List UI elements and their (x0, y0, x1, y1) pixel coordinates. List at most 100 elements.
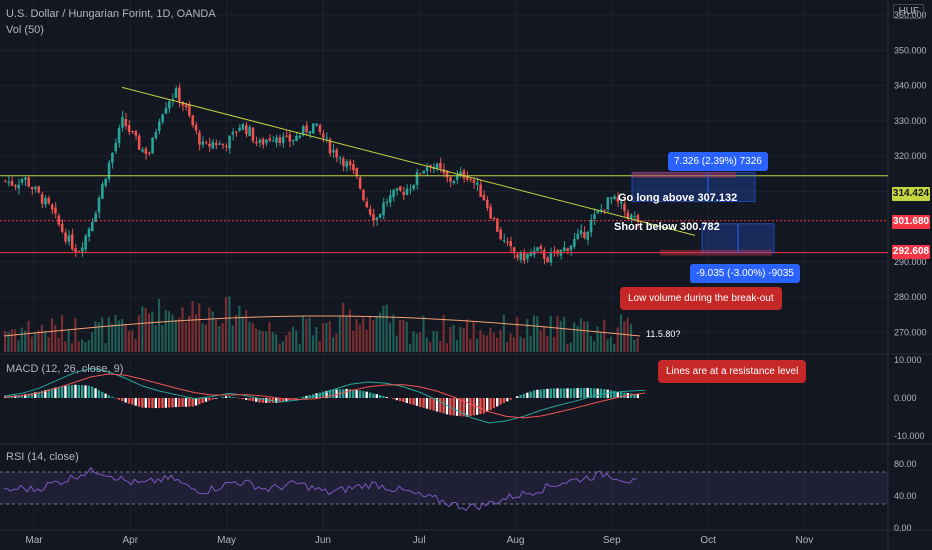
candle-body (40, 194, 44, 204)
volume-bar (40, 324, 43, 352)
candle-body (161, 114, 164, 123)
time-tick-label: Sep (603, 535, 621, 546)
symbol-legend[interactable]: U.S. Dollar / Hungarian Forint, 1D, OAND… (6, 8, 216, 20)
volume-bar (348, 309, 351, 352)
volume-bar (486, 335, 489, 352)
candle-body (245, 125, 248, 135)
macd-histogram-bar (526, 392, 529, 398)
candle-body (439, 162, 442, 169)
candle-body (392, 189, 395, 198)
macd-histogram-bar (358, 390, 362, 398)
macd-histogram-bar (74, 384, 77, 398)
volume-bar (465, 319, 469, 352)
macd-legend[interactable]: MACD (12, 26, close, 9) (6, 363, 124, 375)
volume-bar (335, 333, 338, 352)
candle-body (208, 143, 211, 147)
long-target-band (632, 171, 736, 178)
macd-histogram-bar (91, 386, 94, 398)
volume-bar (208, 307, 211, 352)
candle-body (234, 131, 238, 133)
short-target-band (660, 249, 772, 256)
candle-body (94, 213, 97, 222)
candle-body (117, 127, 121, 144)
candle-body (91, 221, 94, 231)
macd-histogram-bar (208, 398, 211, 401)
candle-body (489, 206, 492, 219)
macd-histogram-bar (20, 394, 24, 398)
candle-body (261, 138, 265, 145)
macd-histogram-bar (529, 391, 532, 398)
short-annotation[interactable]: Short below 300.782 (614, 221, 720, 233)
volume-bar (278, 343, 281, 352)
macd-callout[interactable]: Lines are at a resistance level (658, 360, 807, 383)
volume-bar (459, 327, 462, 352)
currency-badge[interactable]: HUF (893, 4, 924, 19)
macd-histogram-bar (37, 391, 40, 398)
macd-histogram-bar (579, 388, 583, 398)
rsi-band (0, 472, 888, 504)
rsi-tick-label: 0.00 (894, 523, 912, 533)
macd-histogram-bar (117, 398, 121, 400)
volume-bar (345, 315, 348, 352)
candle-body (519, 252, 523, 260)
candle-body (24, 177, 27, 180)
candle-body (365, 201, 369, 208)
volume-bar (34, 331, 37, 352)
candle-body (224, 145, 228, 148)
macd-histogram-bar (134, 398, 137, 406)
volume-bar (124, 324, 127, 352)
macd-histogram-bar (27, 393, 30, 398)
macd-line (3, 367, 646, 424)
long-range-label[interactable]: 7.326 (2.39%) 7326 (668, 152, 768, 171)
volume-bar (67, 329, 70, 352)
volume-bar (30, 336, 33, 352)
macd-histogram-bar (285, 398, 288, 401)
volume-bar (20, 327, 23, 352)
candle-body (178, 87, 181, 102)
macd-histogram-bar (522, 393, 526, 398)
volume-callout[interactable]: Low volume during the break-out (620, 287, 782, 310)
macd-histogram-bar (30, 392, 34, 398)
volume-series (3, 296, 641, 352)
candle-body (492, 218, 496, 220)
candle-body (80, 247, 84, 252)
candle-body (342, 158, 345, 167)
candle-body (124, 118, 128, 127)
volume-bar (375, 316, 378, 352)
volume-bar (516, 316, 519, 352)
candle-body (70, 234, 74, 250)
volume-bar (84, 342, 87, 352)
time-tick-label: Apr (123, 535, 139, 546)
short-range-label[interactable]: -9.035 (-3.00%) -9035 (690, 264, 800, 283)
macd-histogram-bar (435, 398, 439, 412)
candle-body (57, 215, 61, 225)
macd-histogram-bar (80, 385, 84, 398)
candle-body (586, 231, 589, 240)
volume-legend[interactable]: Vol (50) (6, 24, 44, 36)
candle-body (536, 247, 539, 252)
macd-histogram-bar (486, 398, 489, 412)
volume-bar (275, 334, 278, 352)
macd-histogram-bar (34, 392, 37, 398)
candle-body (295, 135, 298, 141)
price-tick-label: 340.000 (894, 81, 927, 91)
candle-body (211, 141, 215, 149)
long-annotation[interactable]: Go long above 307.132 (618, 192, 738, 204)
candle-body (288, 134, 292, 142)
volume-bar (449, 326, 452, 352)
volume-bar (512, 337, 515, 352)
candle-body (248, 126, 251, 136)
candle-body (626, 212, 630, 219)
macd-histogram-bar (442, 398, 445, 414)
macd-histogram-bar (586, 387, 589, 398)
candle-body (589, 219, 593, 233)
macd-histogram-bar (157, 398, 161, 409)
macd-histogram-bar (198, 398, 201, 405)
volume-bar (214, 319, 218, 352)
candle-body (486, 199, 489, 208)
price-tick-label: 360.000 (894, 10, 927, 20)
price-tick-label: 290.000 (894, 257, 927, 267)
macd-histogram-bar (546, 388, 549, 398)
rsi-legend[interactable]: RSI (14, close) (6, 451, 79, 463)
